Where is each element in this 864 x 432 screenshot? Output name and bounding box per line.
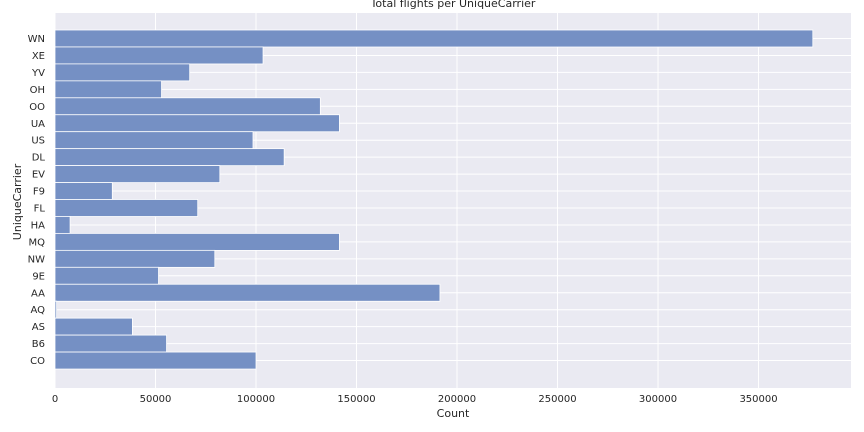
chart-title: Total flights per UniqueCarrier <box>370 0 536 10</box>
y-tick-label: NW <box>28 254 45 265</box>
x-tick-label: 250000 <box>538 394 576 405</box>
bar-co <box>54 351 257 370</box>
x-tick-label: 50000 <box>140 394 172 405</box>
y-tick-label: F9 <box>33 187 45 198</box>
bar-ha <box>54 216 71 234</box>
bar-ua <box>54 114 340 133</box>
bar-fl <box>54 199 199 217</box>
bar-wn <box>54 29 814 48</box>
x-axis-label: Count <box>437 407 470 420</box>
bar-b6 <box>54 334 167 353</box>
bar-oh <box>54 80 162 99</box>
x-tick-label: 150000 <box>337 394 375 405</box>
bar-dl <box>54 148 285 167</box>
y-tick-label: UA <box>31 119 45 130</box>
y-tick-label: AS <box>32 322 45 333</box>
y-tick-label: YV <box>31 68 45 79</box>
bar-oo <box>54 97 321 116</box>
y-axis-label: UniqueCarrier <box>11 163 24 240</box>
y-tick-label: DL <box>32 153 46 164</box>
y-tick-label: OH <box>30 85 45 96</box>
y-tick-label: CO <box>30 356 45 367</box>
bar-ev <box>54 165 221 184</box>
y-tick-label: XE <box>32 51 45 62</box>
y-tick-label: AA <box>31 288 45 299</box>
y-tick-label: FL <box>34 204 46 215</box>
bar-aa <box>54 283 441 302</box>
bar-yv <box>54 63 191 82</box>
x-tick-labels: 0 50000 100000 150000 200000 250000 300000 3500… <box>52 394 778 405</box>
x-tick-label: 100000 <box>237 394 275 405</box>
y-tick-labels: WN XE YV OH OO UA US DL EV F9 FL HA MQ NW 9E AA AQ AS B6 CO <box>28 34 46 367</box>
bar-9e <box>54 266 159 285</box>
bar-f9 <box>54 182 113 200</box>
x-tick-label: 200000 <box>438 394 476 405</box>
y-tick-label: AQ <box>30 305 45 316</box>
y-tick-label: HA <box>31 220 46 231</box>
bar-mq <box>54 232 340 251</box>
y-tick-label: MQ <box>29 237 46 248</box>
bar-us <box>54 131 254 150</box>
y-tick-label: EV <box>32 170 45 181</box>
y-tick-label: WN <box>28 34 45 45</box>
bar-xe <box>54 46 264 65</box>
bar-as <box>54 317 133 336</box>
y-tick-label: US <box>31 136 45 147</box>
bar-nw <box>54 249 216 268</box>
x-tick-label: 350000 <box>739 394 777 405</box>
y-tick-label: B6 <box>32 339 45 350</box>
x-tick-label: 300000 <box>639 394 677 405</box>
bar-aq <box>54 300 58 319</box>
y-tick-label: OO <box>29 102 45 113</box>
x-tick-label: 0 <box>52 394 58 405</box>
bars <box>54 29 814 370</box>
y-tick-label: 9E <box>32 271 45 282</box>
